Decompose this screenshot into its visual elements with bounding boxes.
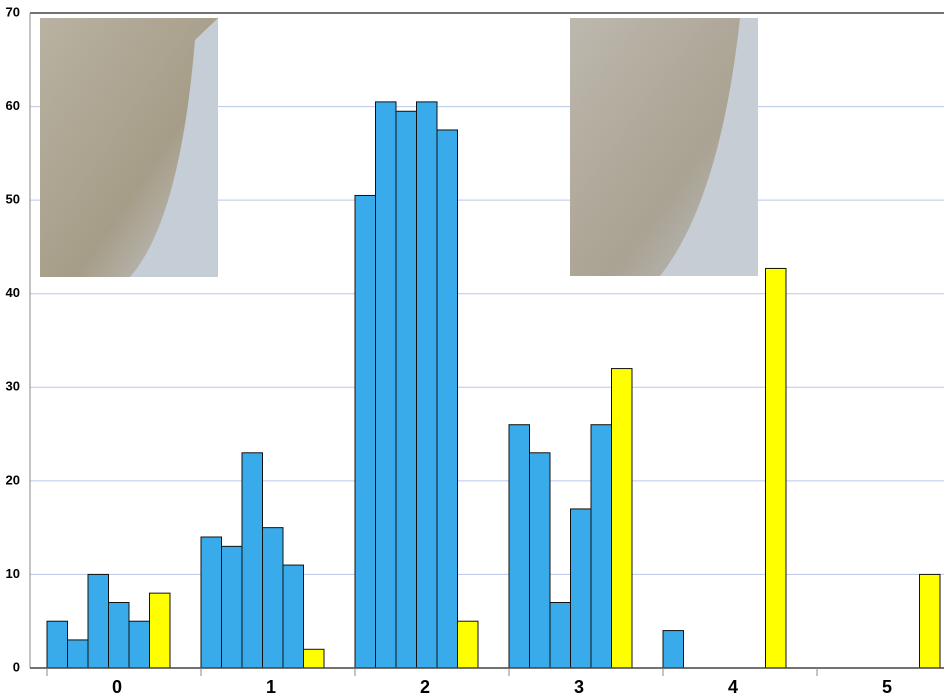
bar [221,545,243,669]
bar [570,508,592,669]
y-tick-label: 40 [6,285,20,300]
bar [765,267,787,669]
bar [108,602,130,669]
x-tick-label: 1 [266,677,276,697]
inset-image-bg [660,18,758,276]
y-tick-label: 20 [6,472,20,487]
inset-image-bg [130,18,218,277]
bar [395,110,417,669]
bar [662,630,684,669]
x-tick-label: 4 [728,677,738,697]
bar [508,424,530,669]
x-tick-label: 3 [574,677,584,697]
bar [549,602,571,669]
y-tick-label: 0 [13,659,20,674]
bar [416,101,438,669]
bar [87,573,109,669]
bar [128,620,150,669]
bar [262,527,284,669]
x-tick-label: 2 [420,677,430,697]
bar [457,620,479,669]
bar [67,639,89,669]
x-tick-label: 0 [112,677,122,697]
bar [303,648,325,669]
bar [611,368,633,669]
bar [149,592,171,669]
bar [354,194,376,669]
bar [241,452,263,669]
y-tick-label: 50 [6,192,20,207]
bar [200,536,222,669]
bar [436,129,458,669]
bar [375,101,397,669]
y-tick-label: 30 [6,379,20,394]
y-tick-label: 70 [6,4,20,19]
y-tick-label: 10 [6,566,20,581]
bar [919,573,941,669]
x-tick-label: 5 [882,677,892,697]
bar [282,564,304,669]
y-tick-label: 60 [6,98,20,113]
bar [590,424,612,669]
bar [529,452,551,669]
bar [46,620,68,669]
